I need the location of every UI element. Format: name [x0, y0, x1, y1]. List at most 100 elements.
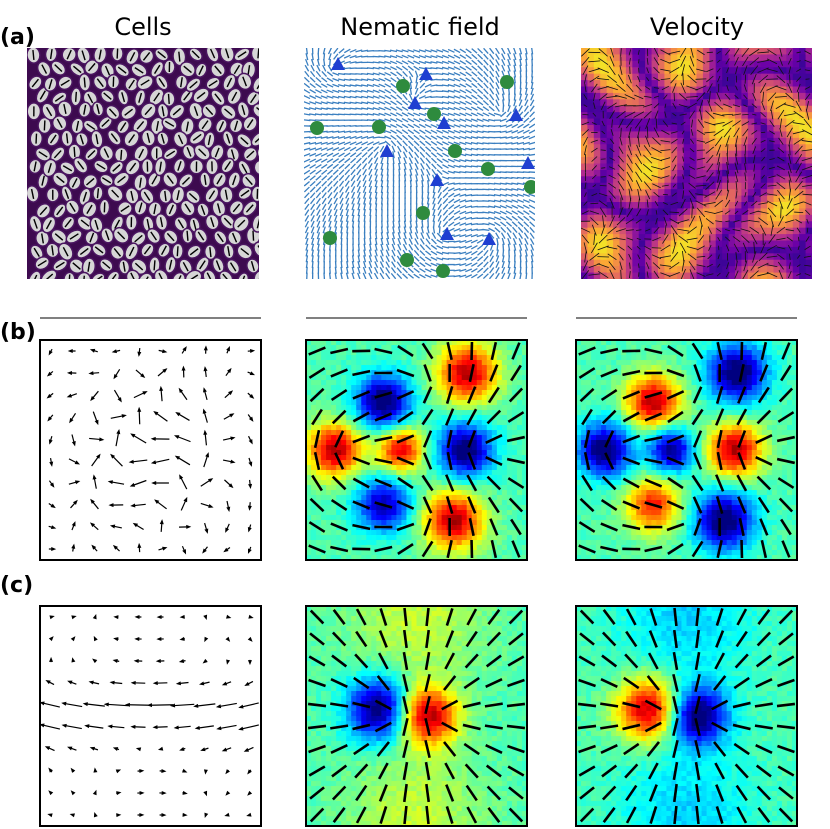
- director: [453, 77, 461, 82]
- speed-cell: [754, 86, 762, 94]
- director: [398, 214, 401, 222]
- velocity-arrow: [608, 166, 616, 170]
- director: [453, 228, 461, 232]
- director: [517, 141, 525, 145]
- director: [470, 112, 478, 117]
- director: [425, 163, 431, 170]
- director: [378, 61, 386, 64]
- speed-cell: [645, 169, 653, 177]
- velocity-arrow: [677, 219, 689, 224]
- director: [368, 272, 373, 279]
- director: [407, 118, 415, 123]
- speed-cell: [606, 182, 614, 190]
- director: [441, 101, 450, 105]
- director: [362, 261, 367, 269]
- director: [501, 255, 505, 263]
- speed-cell: [632, 214, 640, 222]
- velocity-arrow: [688, 215, 696, 227]
- speed-cell: [728, 266, 736, 274]
- velocity-arrow: [726, 161, 730, 174]
- speed-cell: [581, 176, 589, 184]
- speed-cell: [625, 221, 633, 229]
- speed-cell: [587, 259, 595, 267]
- speed-cell: [779, 182, 787, 190]
- cell-axis: [262, 151, 268, 159]
- speed-cell: [600, 163, 608, 171]
- director: [477, 53, 484, 60]
- director: [350, 157, 357, 164]
- speed-cell: [741, 118, 749, 126]
- director: [361, 157, 368, 164]
- speed-cell: [792, 234, 800, 242]
- speed-cell: [773, 131, 781, 139]
- director: [385, 272, 391, 279]
- speed-cell: [670, 112, 678, 120]
- director: [415, 220, 418, 228]
- speed-cell: [677, 214, 685, 222]
- director: [401, 49, 409, 53]
- velocity-arrow: [615, 104, 627, 108]
- speed-cell: [683, 73, 691, 81]
- director: [304, 70, 310, 78]
- director: [482, 211, 490, 214]
- speed-cell: [600, 144, 608, 152]
- director: [395, 54, 403, 59]
- velocity-arrow: [653, 57, 660, 66]
- velocity-arrow: [705, 146, 714, 154]
- director: [459, 210, 467, 215]
- director: [426, 226, 430, 234]
- director: [321, 203, 327, 211]
- cell: [260, 61, 279, 81]
- cell-axis: [164, 190, 167, 201]
- speed-cell: [587, 163, 595, 171]
- heat-cell: [346, 445, 352, 451]
- speed-cell: [773, 163, 781, 171]
- director: [349, 84, 357, 87]
- director: [465, 100, 473, 106]
- speed-cell: [741, 227, 749, 235]
- speed-cell: [779, 272, 787, 279]
- speed-cell: [619, 266, 627, 274]
- velocity-arrow: [697, 49, 705, 56]
- director: [334, 272, 337, 279]
- velocity-arrow: [660, 165, 670, 170]
- speed-cell: [702, 125, 710, 133]
- velocity-arrow: [636, 208, 642, 217]
- director: [528, 147, 535, 151]
- speed-cell: [741, 195, 749, 203]
- speed-cell: [792, 48, 800, 56]
- speed-cell: [619, 150, 627, 158]
- speed-cell: [735, 80, 743, 88]
- speed-cell: [715, 234, 723, 242]
- cell-axis: [172, 107, 182, 116]
- velocity-arrow: [706, 51, 713, 54]
- cell-axis: [257, 245, 259, 255]
- speed-cell: [581, 105, 589, 113]
- velocity-arrow: [696, 207, 706, 218]
- speed-cell: [683, 234, 691, 242]
- speed-cell: [709, 176, 717, 184]
- heat-cell: [341, 425, 347, 431]
- speed-cell: [792, 54, 800, 62]
- velocity-arrow: [777, 156, 785, 162]
- speed-cell: [728, 182, 736, 190]
- speed-cell: [683, 131, 691, 139]
- speed-cell: [619, 221, 627, 229]
- speed-cell: [677, 73, 685, 81]
- director: [304, 175, 311, 181]
- cell-axis: [214, 93, 222, 103]
- director: [343, 54, 351, 59]
- cells-panel: [27, 48, 279, 279]
- velocity-arrow: [672, 102, 677, 109]
- director: [356, 163, 362, 170]
- velocity-arrow: [734, 162, 739, 174]
- cell-axis: [103, 148, 110, 158]
- director: [401, 65, 409, 71]
- speed-cell: [773, 202, 781, 210]
- cell-axis: [215, 260, 221, 271]
- speed-cell: [638, 163, 646, 171]
- speed-cell: [593, 240, 601, 248]
- heat-cell: [326, 385, 332, 391]
- speed-cell: [600, 125, 608, 133]
- director: [524, 99, 529, 107]
